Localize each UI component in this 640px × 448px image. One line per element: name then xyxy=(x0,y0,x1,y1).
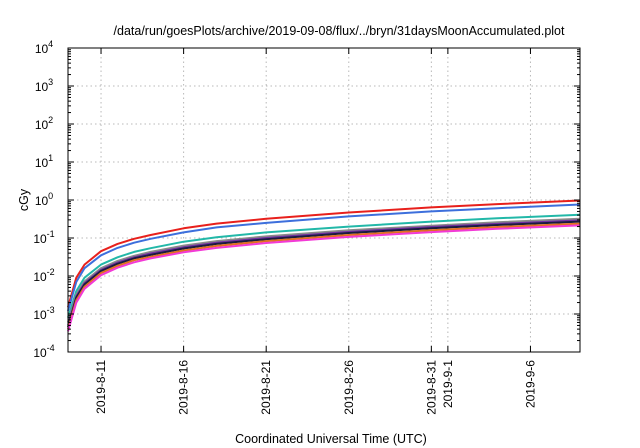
series-line-2 xyxy=(67,203,581,312)
y-axis-label: cGy xyxy=(17,188,31,211)
x-tick-label: 2019-8-21 xyxy=(259,360,273,415)
y-tick-label: 10-1 xyxy=(33,229,54,246)
y-tick-label: 104 xyxy=(35,39,53,56)
y-tick-label: 102 xyxy=(35,115,53,132)
y-tick-label: 103 xyxy=(35,77,53,94)
series-line-7 xyxy=(67,222,581,330)
x-tick-label: 2019-8-11 xyxy=(94,360,108,414)
y-tick-label: 101 xyxy=(35,153,53,170)
x-tick-label: 2019-8-31 xyxy=(424,360,438,415)
series-line-6 xyxy=(67,220,581,328)
y-tick-label: 100 xyxy=(35,191,53,208)
series-lines xyxy=(67,199,581,332)
axis-ticks: 10-4 10-3 10-2 10-1 100 101 102 103 104 2019-8-11… xyxy=(33,39,580,415)
y-tick-label: 10-2 xyxy=(33,267,54,284)
series-line-8 xyxy=(67,224,581,332)
x-axis-label: Coordinated Universal Time (UTC) xyxy=(235,432,427,446)
series-line-4 xyxy=(67,217,581,323)
x-tick-label: 2019-8-26 xyxy=(342,360,356,415)
series-line-3 xyxy=(67,213,581,318)
x-tick-label: 2019-8-16 xyxy=(177,360,191,415)
series-line-1 xyxy=(67,199,581,308)
chart-title: /data/run/goesPlots/archive/2019-09-08/f… xyxy=(114,24,565,38)
y-tick-label: 10-3 xyxy=(33,305,54,322)
x-tick-label: 2019-9-6 xyxy=(523,360,537,408)
y-tick-label: 10-4 xyxy=(33,343,54,360)
grid-lines xyxy=(68,48,580,352)
x-tick-label: 2019-9-1 xyxy=(441,360,455,408)
